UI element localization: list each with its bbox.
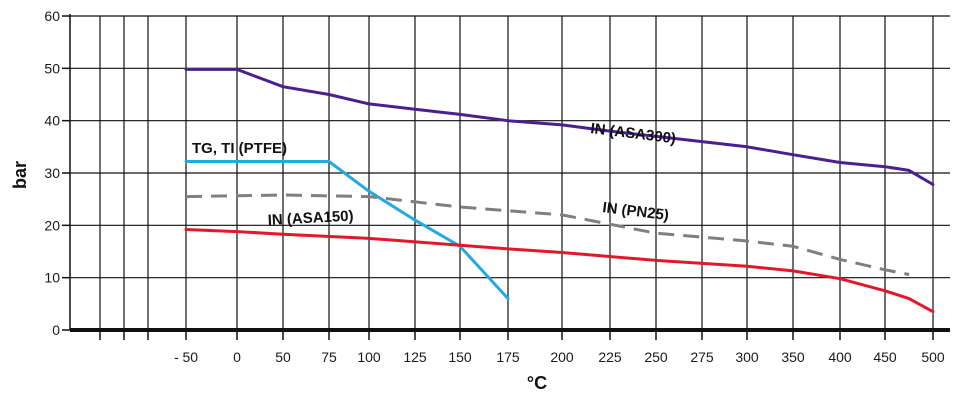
series-labels: IN (ASA300) TG, TI (PTFE) IN (PN25) IN (ASA… — [192, 120, 677, 229]
x-tick-label: - 50 — [174, 349, 198, 365]
axes — [62, 14, 950, 340]
y-tick-label: 50 — [44, 60, 60, 76]
x-tick-label: 100 — [357, 349, 381, 365]
x-tick-label: 350 — [781, 349, 805, 365]
x-tick-label: 175 — [496, 349, 520, 365]
x-tick-label: 400 — [828, 349, 852, 365]
series-label: IN (PN25) — [602, 199, 670, 224]
y-tick-label: 20 — [44, 217, 60, 233]
series-lines — [184, 67, 935, 314]
x-axis-title: °C — [527, 373, 547, 393]
series-line-tg-ti-ptfe — [184, 160, 510, 301]
x-tick-label: 150 — [448, 349, 472, 365]
series-line-in-asa150 — [184, 228, 935, 314]
series-line-in-asa300 — [184, 67, 935, 186]
x-tick-label: 250 — [644, 349, 668, 365]
y-axis-title: bar — [10, 161, 30, 189]
series-label: TG, TI (PTFE) — [192, 140, 287, 157]
y-tick-label: 0 — [52, 322, 60, 338]
series-label: IN (ASA150) — [267, 208, 354, 229]
x-tick-label: 75 — [321, 349, 337, 365]
x-tick-label: 0 — [233, 349, 241, 365]
x-tick-label: 500 — [921, 349, 945, 365]
x-tick-label: 50 — [275, 349, 291, 365]
y-tick-label: 40 — [44, 113, 60, 129]
x-tick-label: 200 — [550, 349, 574, 365]
tick-labels: 0 10 20 30 40 50 60 - 50 0 50 75 100 125 150 175 200 225… — [44, 8, 944, 365]
y-tick-label: 60 — [44, 8, 60, 24]
grid — [70, 15, 950, 330]
y-tick-label: 10 — [44, 270, 60, 286]
series-label: IN (ASA300) — [590, 120, 677, 147]
y-tick-label: 30 — [44, 165, 60, 181]
x-tick-label: 225 — [598, 349, 622, 365]
series-line-in-pn25 — [185, 193, 910, 276]
x-tick-label: 125 — [403, 349, 427, 365]
x-tick-label: 275 — [690, 349, 714, 365]
x-tick-label: 300 — [735, 349, 759, 365]
x-tick-label: 450 — [873, 349, 897, 365]
